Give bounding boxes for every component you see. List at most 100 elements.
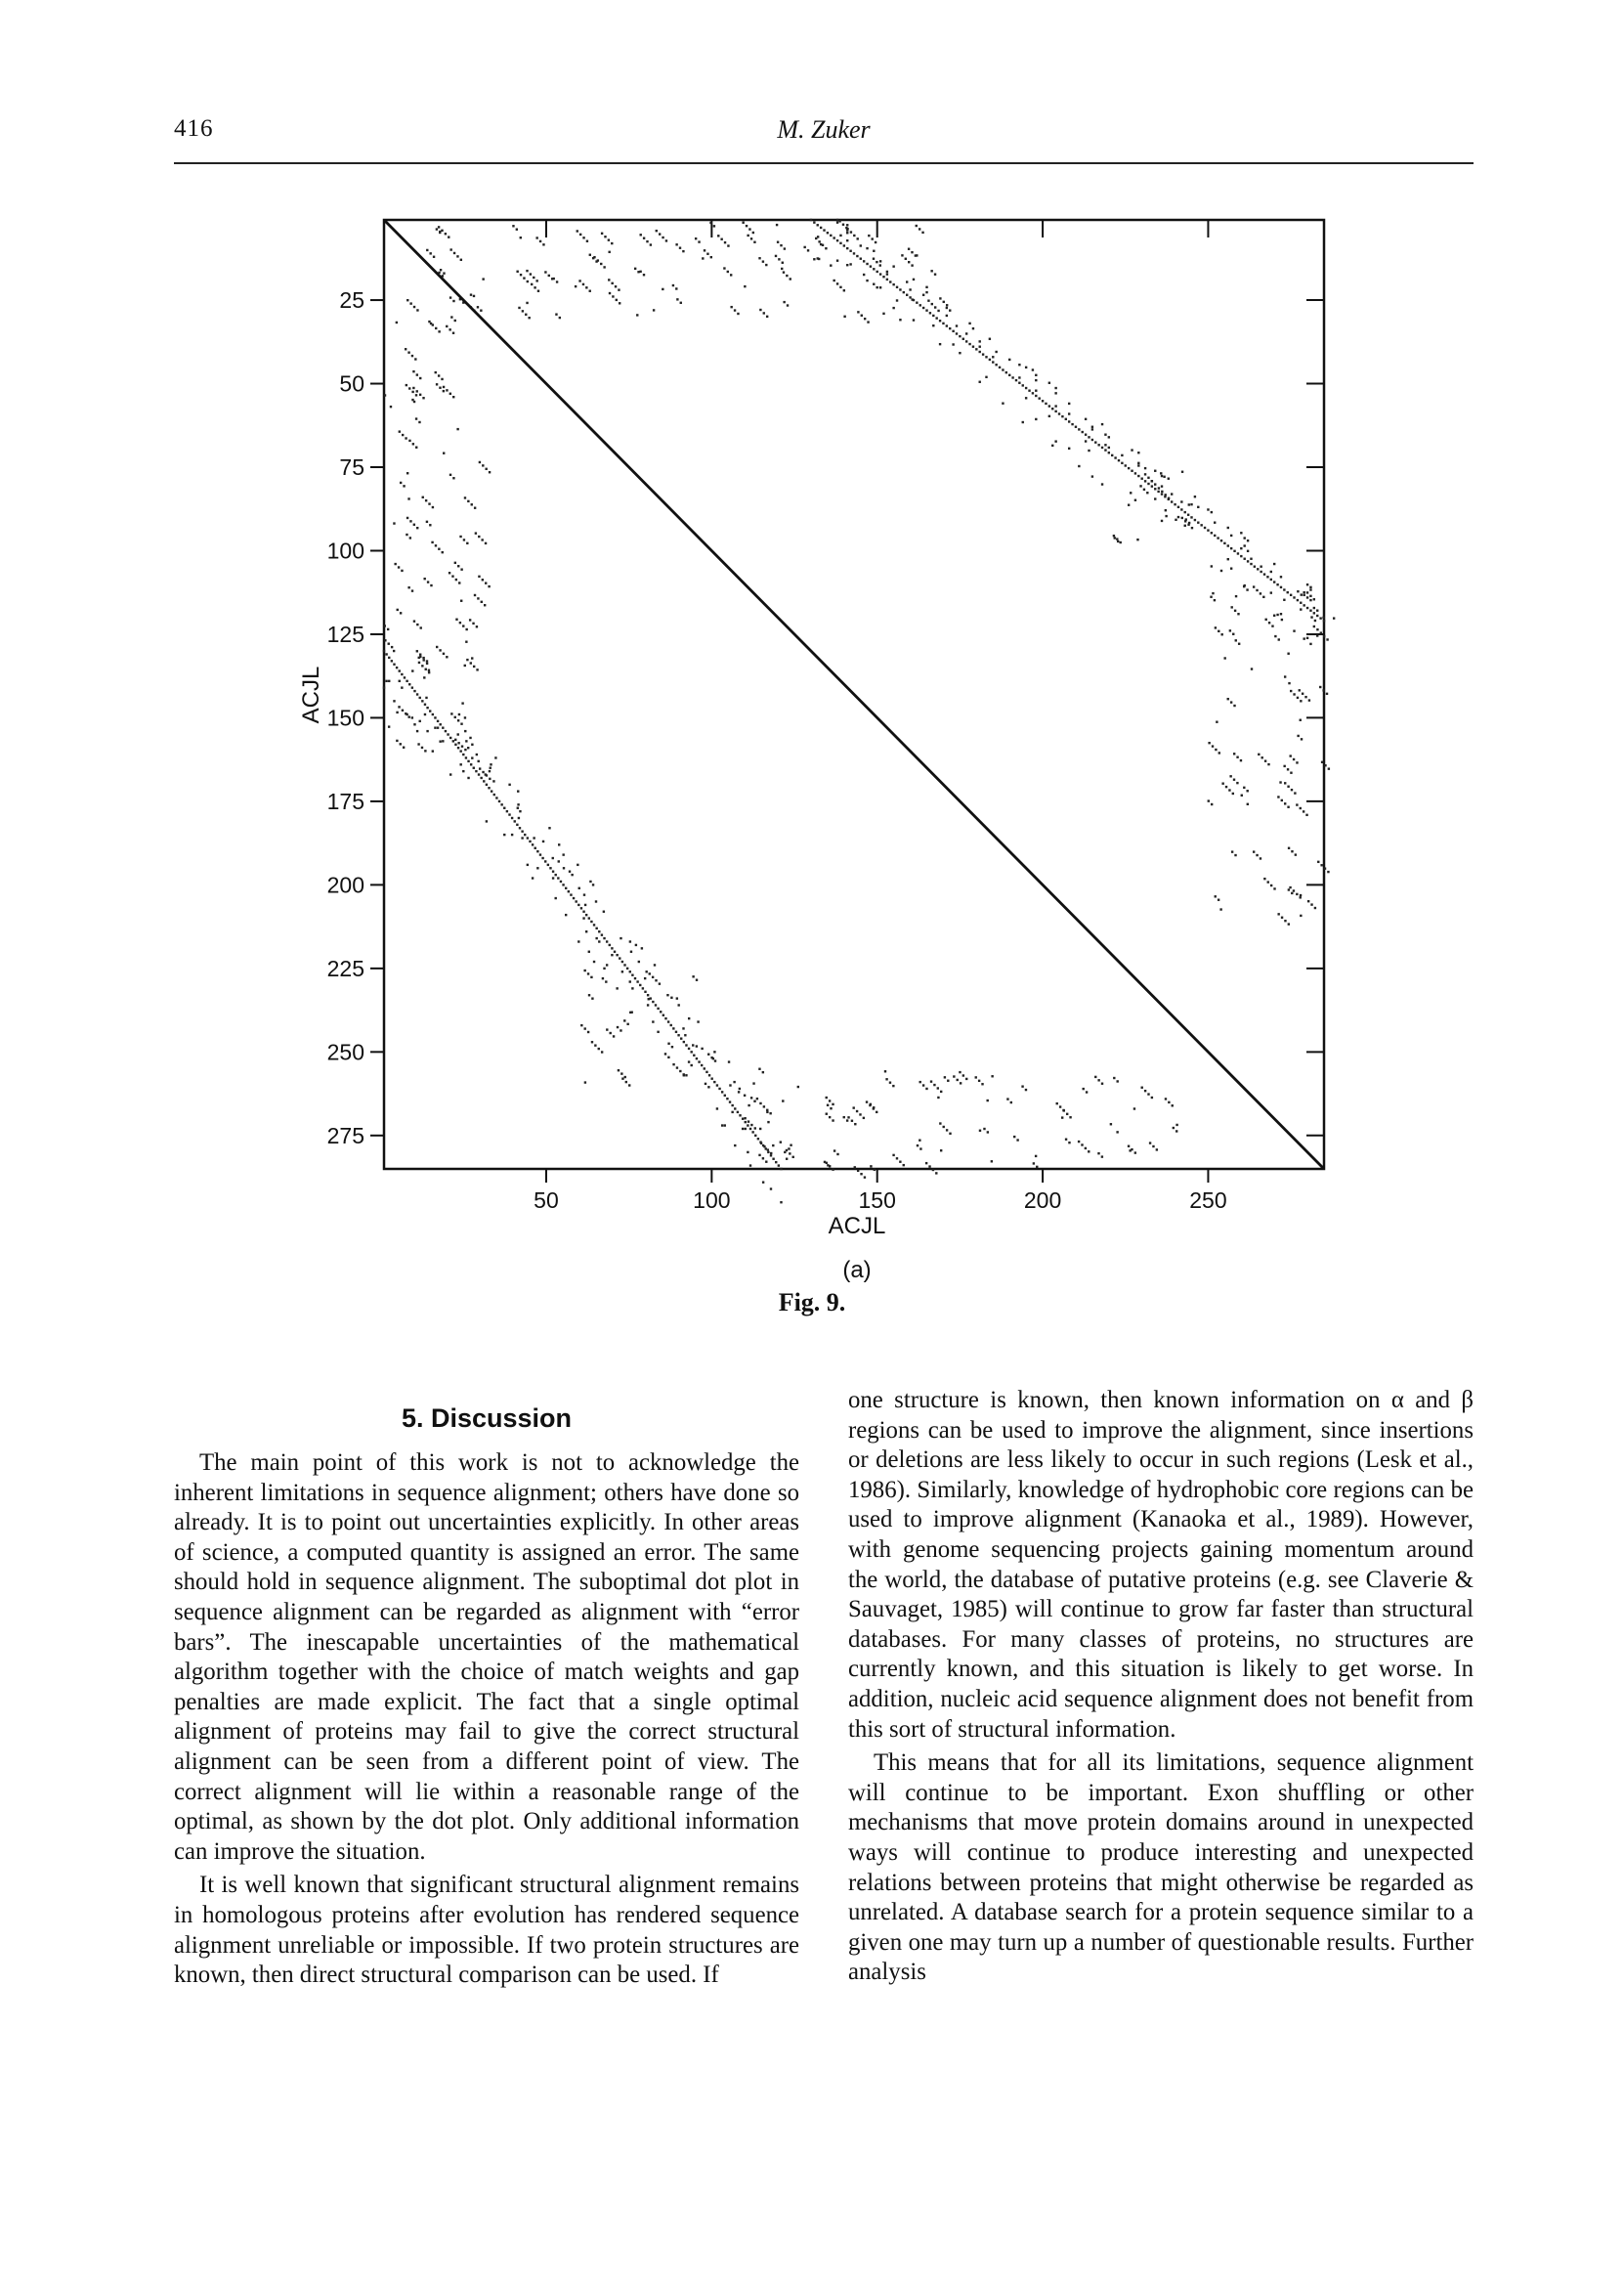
plot-dot: [1316, 634, 1319, 637]
plot-dot: [410, 716, 414, 719]
plot-dot: [675, 997, 679, 1000]
plot-dot: [409, 520, 412, 523]
plot-dot: [916, 301, 919, 304]
plot-dot: [1127, 466, 1131, 470]
plot-dot: [1214, 626, 1218, 629]
plot-dot: [1170, 500, 1174, 503]
plot-dot: [857, 311, 860, 314]
plot-dot: [1180, 516, 1183, 520]
plot-dot: [1226, 544, 1229, 547]
plot-dot: [516, 806, 520, 809]
plot-dot: [587, 994, 591, 997]
y-tick-label: 75: [339, 454, 364, 480]
plot-dot: [863, 317, 867, 321]
plot-dot: [1113, 1076, 1116, 1080]
plot-dot: [778, 258, 781, 261]
plot-dot: [850, 1119, 854, 1122]
plot-dot: [1197, 505, 1200, 509]
plot-dot: [460, 722, 463, 725]
plot-dot: [1212, 591, 1215, 595]
plot-dot: [467, 759, 470, 763]
plot-dot: [466, 541, 469, 545]
plot-dot: [1287, 652, 1290, 655]
paragraph: one structure is known, then known infor…: [848, 1387, 1474, 1743]
plot-dot: [1002, 368, 1004, 371]
plot-dot: [625, 967, 629, 970]
plot-dot: [1154, 469, 1157, 472]
plot-dot: [541, 856, 544, 860]
plot-dot: [1300, 608, 1303, 611]
plot-dot: [832, 1119, 834, 1122]
plot-dot: [1112, 534, 1116, 538]
plot-dot: [1143, 466, 1147, 470]
plot-dot: [586, 972, 590, 975]
plot-dot: [444, 729, 448, 733]
plot-dot: [421, 496, 424, 498]
plot-dot: [1320, 864, 1323, 867]
plot-dot: [765, 1160, 768, 1163]
plot-dot: [1272, 614, 1276, 617]
plot-dot: [1284, 782, 1287, 785]
plot-dot: [758, 1153, 761, 1157]
plot-dot: [842, 289, 846, 292]
plot-dot: [609, 1031, 612, 1035]
plot-dot: [1327, 767, 1331, 770]
plot-dot: [1224, 785, 1228, 789]
plot-dot: [1021, 384, 1024, 387]
plot-dot: [1071, 422, 1074, 426]
plot-dot: [574, 284, 577, 288]
plot-dot: [816, 257, 819, 260]
plot-dot: [608, 291, 612, 295]
plot-dot: [1310, 903, 1313, 906]
plot-dot: [586, 1030, 590, 1034]
plot-dot: [779, 1141, 783, 1143]
plot-dot: [398, 706, 401, 709]
plot-dot: [695, 1045, 699, 1048]
plot-dot: [477, 773, 481, 776]
plot-dot: [868, 234, 871, 237]
plot-dot: [408, 439, 411, 443]
plot-dot: [467, 499, 470, 503]
plot-dot: [1031, 368, 1035, 371]
plot-dot: [1302, 810, 1305, 813]
plot-dot: [766, 1110, 769, 1114]
plot-dot: [986, 1131, 990, 1134]
plot-dot: [452, 299, 455, 303]
plot-dot: [478, 767, 482, 770]
plot-dot: [1287, 805, 1290, 808]
plot-dot: [705, 1070, 708, 1074]
plot-dot: [932, 323, 935, 327]
plot-dot: [1326, 638, 1329, 641]
plot-dot: [605, 964, 609, 967]
plot-dot: [607, 238, 611, 241]
plot-dot: [921, 231, 924, 235]
plot-dot: [905, 280, 909, 283]
plot-dot: [460, 568, 463, 571]
plot-dot: [856, 254, 859, 258]
plot-dot: [542, 243, 545, 246]
plot-dot: [1284, 919, 1287, 923]
plot-dot: [1260, 565, 1262, 568]
plot-dot: [769, 1112, 772, 1115]
dot-layer: [382, 218, 1336, 1204]
plot-dot: [583, 1027, 586, 1030]
plot-dot: [1041, 400, 1045, 403]
plot-dot: [664, 1016, 667, 1020]
plot-dot: [709, 255, 713, 259]
plot-dot: [743, 1094, 747, 1097]
plot-dot: [833, 237, 835, 239]
plot-dot: [774, 254, 778, 258]
plot-dot: [846, 224, 849, 227]
plot-dot: [446, 656, 449, 659]
plot-dot: [613, 950, 617, 953]
plot-dot: [415, 729, 419, 733]
plot-dot: [1316, 614, 1319, 618]
tick-layer: 25 50 75 100 125 150 175 200 225 250 275 50 100 150 20…: [327, 220, 1324, 1213]
plot-dot: [845, 1119, 849, 1122]
plot-dot: [590, 975, 593, 979]
plot-dot: [1299, 718, 1302, 721]
plot-dot: [428, 320, 431, 323]
plot-dot: [1289, 593, 1293, 597]
plot-dot: [583, 969, 586, 972]
plot-dot: [1316, 628, 1319, 631]
